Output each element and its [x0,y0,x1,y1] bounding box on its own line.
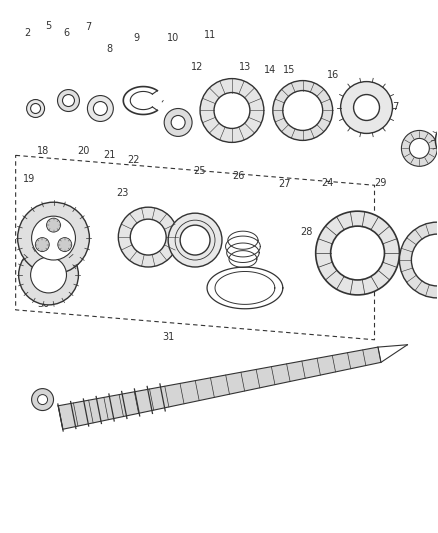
Text: 15: 15 [283,65,295,75]
Text: 21: 21 [104,150,116,160]
Circle shape [331,226,385,280]
Text: 29: 29 [374,177,387,188]
Circle shape [88,95,113,122]
Text: 11: 11 [204,30,216,41]
Circle shape [118,207,178,267]
Circle shape [411,234,438,286]
Text: 9: 9 [133,33,139,43]
Circle shape [435,122,438,159]
Text: 24: 24 [321,177,333,188]
Text: 25: 25 [193,166,205,176]
Text: 31: 31 [162,332,175,342]
Circle shape [46,218,60,232]
Circle shape [316,211,399,295]
Circle shape [130,219,166,255]
Text: 22: 22 [127,155,140,165]
Text: 30: 30 [37,298,49,309]
Text: 19: 19 [23,174,35,184]
Circle shape [273,80,332,140]
Circle shape [32,389,53,410]
Text: 16: 16 [327,70,339,80]
Text: 2: 2 [25,28,31,38]
Text: 26: 26 [233,171,245,181]
Circle shape [18,202,89,274]
Text: 10: 10 [167,33,179,43]
Text: 28: 28 [300,227,312,237]
Circle shape [171,116,185,130]
Circle shape [399,222,438,298]
Circle shape [31,103,41,114]
Circle shape [283,91,323,131]
Text: 18: 18 [37,146,49,156]
Circle shape [353,94,379,120]
Circle shape [410,139,429,158]
Text: 6: 6 [63,28,69,38]
Text: 27: 27 [278,179,291,189]
Circle shape [57,90,79,111]
Text: 15: 15 [367,97,379,107]
Text: 14: 14 [264,65,276,75]
Circle shape [200,78,264,142]
Text: 13: 13 [239,62,251,72]
Circle shape [164,109,192,136]
Circle shape [341,82,392,133]
Text: 7: 7 [85,22,91,33]
Circle shape [19,245,78,305]
Polygon shape [58,347,381,429]
Circle shape [63,94,74,107]
Circle shape [168,213,222,267]
Circle shape [401,131,437,166]
Text: 5: 5 [46,21,52,31]
Circle shape [31,257,67,293]
Text: 23: 23 [116,188,128,198]
Circle shape [35,238,49,252]
Circle shape [32,216,75,260]
Circle shape [38,394,48,405]
Circle shape [27,100,45,117]
Circle shape [93,101,107,116]
Text: 17: 17 [388,102,400,112]
Circle shape [180,225,210,255]
Circle shape [58,238,72,252]
Text: 12: 12 [191,62,203,72]
Circle shape [214,93,250,128]
Text: 20: 20 [78,146,90,156]
Text: 8: 8 [106,44,112,54]
